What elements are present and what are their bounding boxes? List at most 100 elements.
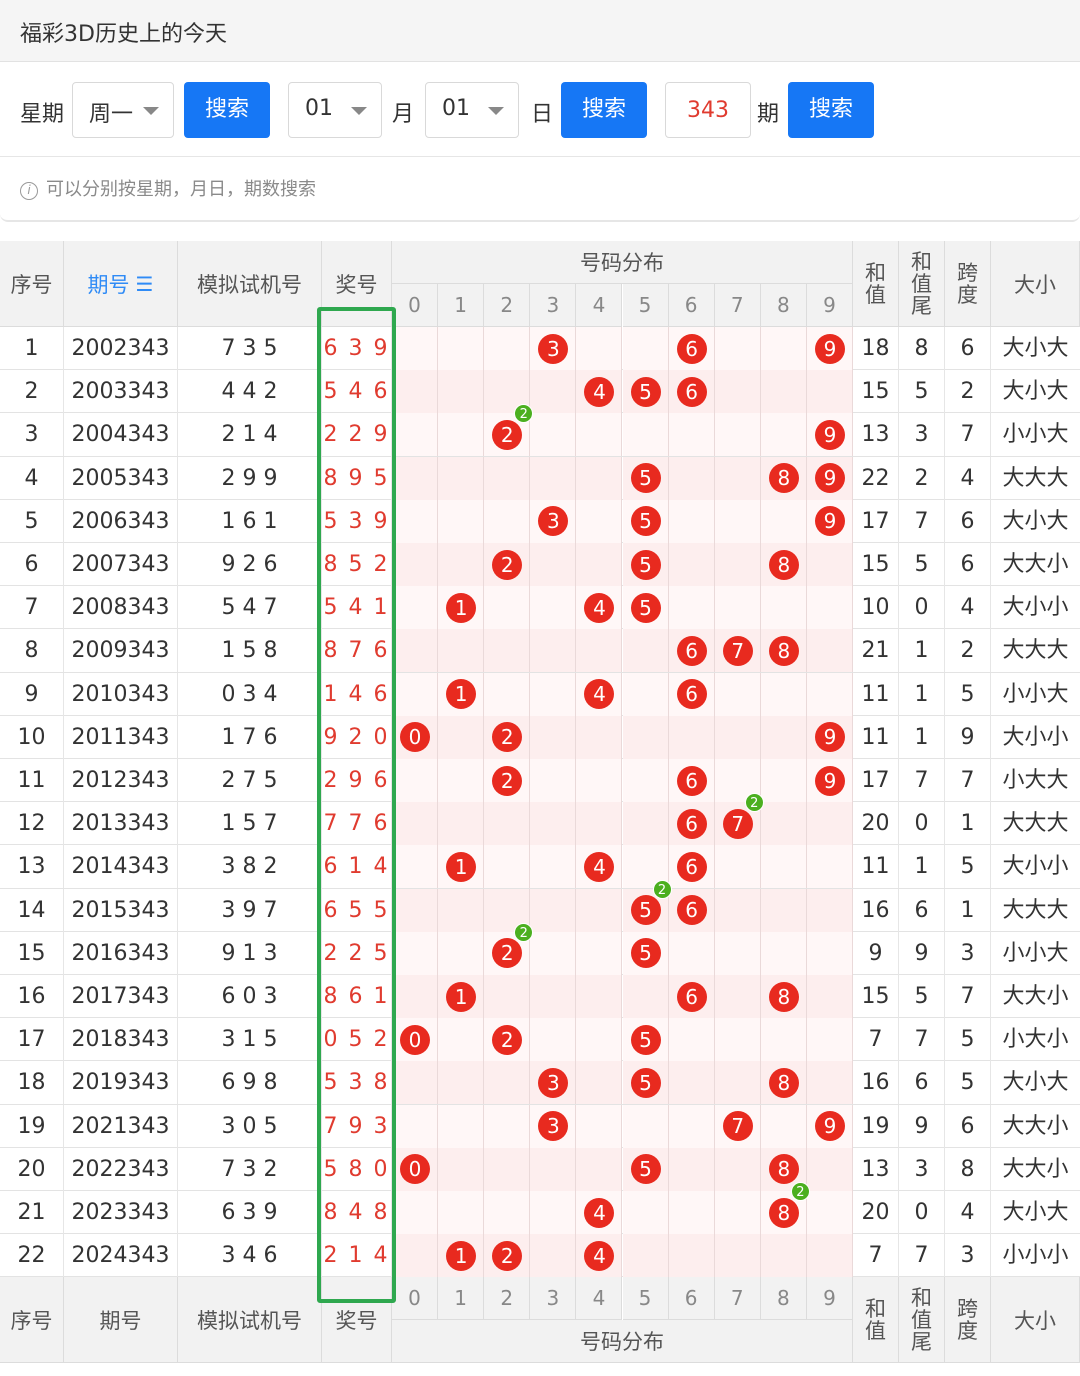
distribution-cell: 6 — [668, 629, 715, 673]
weekday-search-button[interactable]: 搜索 — [184, 82, 270, 138]
distribution-cell — [438, 1018, 485, 1062]
number-ball: 4 — [584, 679, 615, 710]
number-ball: 0 — [400, 1154, 431, 1185]
row-prize: 2 9 6 — [322, 759, 392, 802]
header-span: 跨 度 — [945, 241, 991, 327]
weekday-select[interactable]: 周一 — [72, 82, 174, 138]
header-digit: 5 — [622, 284, 669, 327]
row-sim: 0 3 4 — [178, 672, 322, 716]
month-select[interactable]: 01 — [288, 82, 382, 138]
distribution-cell — [438, 413, 485, 457]
row-sum: 17 — [853, 499, 899, 543]
distribution-cell — [760, 327, 807, 370]
distribution-cell — [576, 888, 623, 932]
distribution-cell — [668, 715, 715, 759]
row-index: 8 — [0, 629, 64, 673]
chevron-down-icon — [488, 107, 504, 115]
distribution-cell: 5 — [622, 370, 669, 414]
distribution-cell: 6 — [668, 845, 715, 889]
row-sum: 16 — [853, 1061, 899, 1105]
distribution-cell — [530, 586, 577, 630]
row-sum-tail: 6 — [899, 888, 945, 932]
distribution-cell — [668, 1191, 715, 1234]
distribution-cell — [530, 715, 577, 759]
row-index: 6 — [0, 543, 64, 586]
row-sum-tail: 6 — [899, 1061, 945, 1105]
row-index: 7 — [0, 586, 64, 630]
number-ball: 6 — [676, 851, 707, 882]
page-header: 福彩3D历史上的今天 — [0, 0, 1080, 62]
header-sum-tail: 和 值 尾 — [899, 1277, 945, 1364]
distribution-cell — [576, 1147, 623, 1191]
row-prize: 2 2 9 — [322, 413, 392, 457]
distribution-cell — [576, 1104, 623, 1148]
number-ball: 3 — [538, 1067, 569, 1098]
header-issue[interactable]: 期号 — [64, 1277, 178, 1364]
number-ball: 1 — [446, 592, 477, 623]
distribution-cell — [714, 1147, 761, 1191]
row-sum: 20 — [853, 802, 899, 846]
number-ball: 5 — [630, 1024, 661, 1055]
row-prize: 9 2 0 — [322, 715, 392, 759]
number-ball: 4 — [584, 851, 615, 882]
row-sum-tail: 5 — [899, 543, 945, 586]
row-issue: 2008343 — [64, 586, 178, 630]
sort-icon[interactable]: ☰ — [135, 271, 154, 296]
distribution-cell: 9 — [806, 1104, 853, 1148]
number-ball: 2 — [492, 1240, 523, 1271]
row-sum: 20 — [853, 1191, 899, 1234]
row-sum: 13 — [853, 413, 899, 457]
distribution-cell: 3 — [530, 1061, 577, 1105]
distribution-cell — [622, 1191, 669, 1234]
distribution-cell — [530, 1191, 577, 1234]
row-index: 15 — [0, 931, 64, 975]
header-issue[interactable]: 期号 ☰ — [64, 241, 178, 327]
distribution-cell — [622, 629, 669, 673]
row-prize: 5 8 0 — [322, 1147, 392, 1191]
distribution-cell — [668, 499, 715, 543]
distribution-cell — [530, 931, 577, 975]
row-prize: 7 7 6 — [322, 802, 392, 846]
row-sum-tail: 3 — [899, 413, 945, 457]
row-index: 20 — [0, 1147, 64, 1191]
row-sum: 10 — [853, 586, 899, 630]
row-prize: 5 3 8 — [322, 1061, 392, 1105]
row-issue: 2014343 — [64, 845, 178, 889]
row-sum-tail: 7 — [899, 1234, 945, 1278]
row-span: 7 — [945, 975, 991, 1018]
distribution-cell: 6 — [668, 802, 715, 846]
row-issue: 2010343 — [64, 672, 178, 716]
weekday-label: 星期 — [20, 102, 65, 127]
distribution-cell — [806, 672, 853, 716]
number-ball: 1 — [446, 981, 477, 1012]
distribution-cell: 5 — [622, 1018, 669, 1062]
distribution-cell — [760, 715, 807, 759]
date-search-button[interactable]: 搜索 — [561, 82, 647, 138]
header-size: 大小 — [991, 241, 1080, 327]
row-size: 小大大 — [1002, 768, 1069, 793]
page-title: 福彩3D历史上的今天 — [20, 22, 227, 47]
row-size: 大大大 — [1002, 638, 1069, 664]
distribution-cell: 6 — [668, 370, 715, 414]
distribution-cell — [438, 1061, 485, 1105]
distribution-cell — [484, 1061, 531, 1105]
header-issue-label: 期号 — [87, 272, 130, 297]
distribution-cell — [806, 802, 853, 846]
distribution-cell — [392, 1234, 439, 1278]
search-hint: i 可以分别按星期，月日，期数搜索 — [20, 175, 316, 201]
row-index: 3 — [0, 413, 64, 457]
distribution-cell — [438, 629, 485, 673]
number-ball: 5 — [630, 1154, 661, 1185]
number-ball: 6 — [676, 765, 707, 796]
issue-search-button[interactable]: 搜索 — [788, 82, 874, 138]
distribution-cell — [438, 543, 485, 586]
distribution-cell — [530, 629, 577, 673]
header-prize: 奖号 — [322, 1277, 392, 1364]
day-select[interactable]: 01 — [425, 82, 519, 138]
distribution-cell — [622, 413, 669, 457]
issue-input[interactable]: 343 — [665, 82, 751, 138]
